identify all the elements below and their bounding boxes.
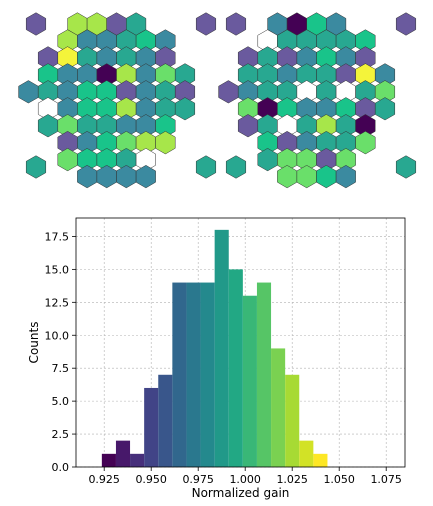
camera-corner-pixel — [395, 12, 417, 36]
x-tick-label: 0.975 — [182, 473, 214, 486]
camera-pixel — [237, 114, 259, 138]
camera-pixel — [116, 165, 137, 189]
camera-pixel — [335, 148, 356, 172]
histogram-bar — [228, 269, 243, 467]
camera-corner-pixel — [225, 155, 247, 179]
x-axis-ticks: 0.925 0.950 0.975 1.000 1.025 1.050 1.075 — [88, 467, 402, 486]
y-tick-label: 15.0 — [45, 263, 70, 276]
histogram-bars — [101, 229, 328, 467]
camera-pixel — [96, 165, 117, 189]
histogram-bar — [101, 453, 116, 467]
x-tick-label: 1.025 — [276, 473, 308, 486]
x-axis-label: Normalized gain — [192, 486, 290, 500]
camera-pixel — [355, 46, 376, 70]
camera-pixel — [77, 165, 98, 189]
camera-corner-pixel — [395, 155, 417, 179]
camera-pixel — [174, 80, 196, 104]
camera-map-right — [218, 12, 417, 189]
camera-corner-pixel — [25, 12, 47, 36]
histogram-bar — [299, 440, 314, 467]
histogram-bar — [214, 229, 229, 467]
y-axis-ticks: 0.0 2.5 5.0 7.5 10.0 12.5 15.0 17.5 — [45, 230, 76, 474]
y-tick-label: 12.5 — [45, 296, 70, 309]
x-tick-label: 0.950 — [135, 473, 167, 486]
camera-pixel — [374, 97, 396, 121]
camera-pixel — [57, 148, 78, 172]
camera-pixel — [374, 80, 396, 104]
histogram-bar — [186, 282, 201, 467]
camera-map-left — [18, 12, 217, 189]
y-tick-label: 10.0 — [45, 329, 70, 342]
camera-pixel — [155, 46, 176, 70]
histogram-bar — [242, 295, 257, 467]
histogram-bar — [313, 453, 328, 467]
camera-pixel — [316, 165, 337, 189]
camera-pixel — [155, 114, 176, 138]
histogram-bar — [144, 387, 159, 467]
y-tick-label: 0.0 — [52, 461, 70, 474]
camera-pixel — [257, 148, 278, 172]
camera-pixel — [155, 131, 176, 155]
camera-pixel — [135, 165, 156, 189]
plot-frame — [75, 217, 406, 468]
histogram-bar — [285, 374, 300, 467]
x-tick-label: 1.050 — [323, 473, 355, 486]
camera-corner-pixel — [195, 12, 217, 36]
histogram-bar — [130, 453, 145, 467]
y-axis-label: Counts — [27, 322, 41, 364]
histogram-bar — [172, 282, 187, 467]
camera-corner-pixel — [225, 12, 247, 36]
histogram-bar — [256, 282, 272, 467]
camera-pixel — [18, 80, 39, 104]
camera-pixel — [277, 165, 298, 189]
camera-pixel — [296, 165, 317, 189]
histogram-bar — [271, 348, 286, 467]
y-tick-label: 7.5 — [52, 362, 70, 375]
camera-pixel — [355, 29, 376, 53]
y-tick-label: 2.5 — [52, 428, 70, 441]
camera-corner-pixel — [195, 155, 217, 179]
x-tick-label: 0.925 — [88, 473, 120, 486]
camera-pixel — [355, 131, 376, 155]
camera-pixel — [174, 63, 196, 87]
histogram-bar — [115, 440, 131, 467]
histogram-bar — [200, 282, 215, 467]
camera-pixel — [374, 63, 396, 87]
gain-histogram: 0.925 0.950 0.975 1.000 1.025 1.050 1.075 0.0 2… — [27, 217, 406, 500]
camera-corner-pixel — [25, 155, 47, 179]
x-tick-label: 1.000 — [229, 473, 261, 486]
y-tick-label: 17.5 — [45, 230, 70, 243]
camera-pixel — [135, 148, 156, 172]
camera-pixel — [335, 165, 356, 189]
camera-pixel — [155, 29, 176, 53]
y-tick-label: 5.0 — [52, 395, 70, 408]
camera-pixel — [218, 80, 239, 104]
histogram-bar — [158, 374, 173, 467]
camera-pixel — [37, 114, 59, 138]
camera-pixel — [174, 97, 196, 121]
x-tick-label: 1.075 — [370, 473, 402, 486]
camera-pixel — [355, 114, 376, 138]
